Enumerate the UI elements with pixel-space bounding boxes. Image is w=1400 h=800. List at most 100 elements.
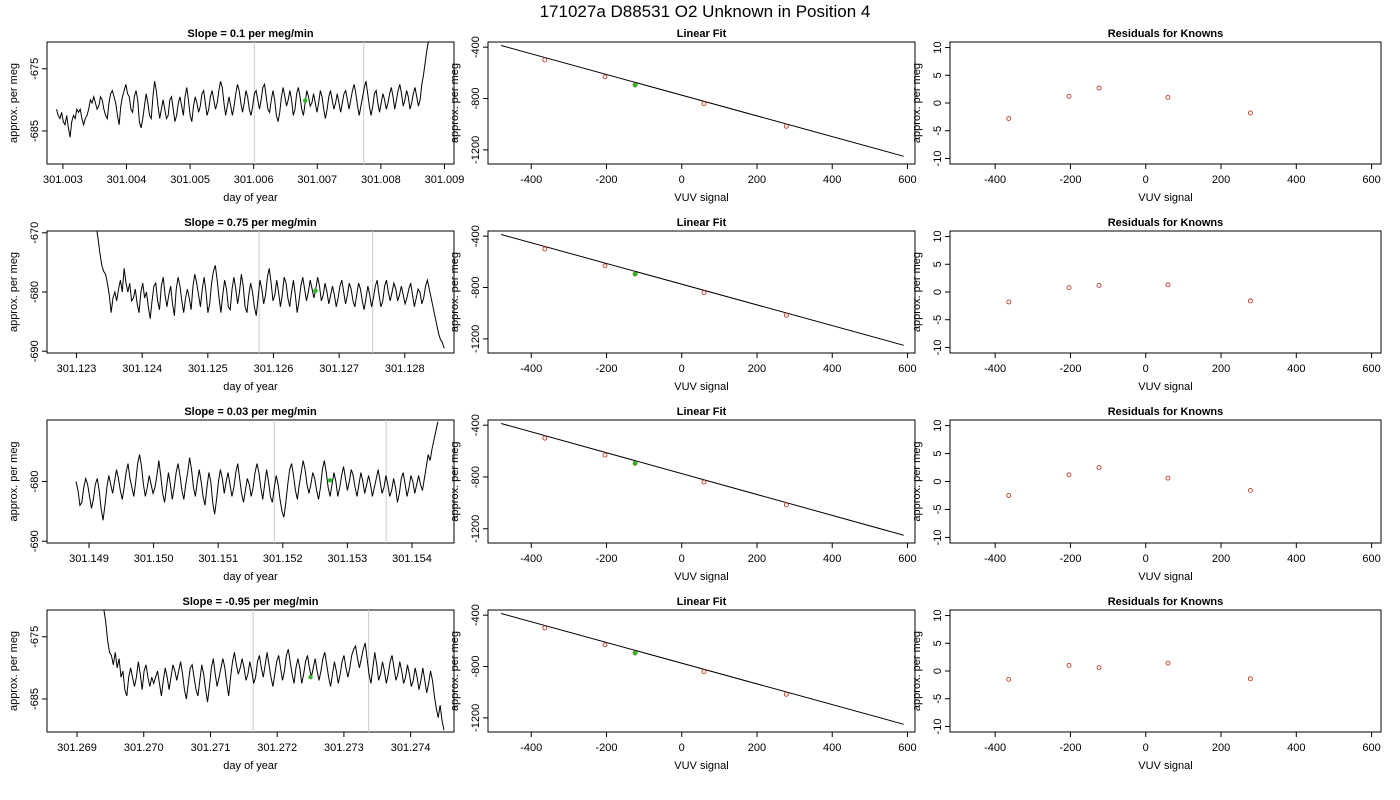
y-tick-label: 5: [932, 450, 944, 456]
x-tick-label: 600: [1362, 553, 1380, 565]
y-axis-label: approx. per meg: [911, 631, 923, 711]
x-tick-label: 200: [1212, 363, 1230, 375]
y-tick-label: 5: [932, 261, 944, 267]
timeseries-panel: Slope = 0.1 per meg/min 301.003 301.004 301…: [8, 28, 464, 204]
x-tick-label: -400: [520, 174, 542, 186]
panel-title: Slope = -0.95 per meg/min: [182, 596, 318, 608]
known-point: [542, 246, 548, 252]
x-tick-label: 200: [748, 363, 766, 375]
x-tick-label: 0: [679, 174, 685, 186]
linear-fit-panel: Linear Fit -400 -200 0 200 400 600 VUV signal -1…: [449, 28, 917, 204]
x-tick-label: 400: [1287, 553, 1305, 565]
x-tick-label: 200: [748, 174, 766, 186]
x-tick-label: 301.273: [324, 742, 364, 754]
residual-point: [1066, 472, 1072, 478]
fit-line: [501, 612, 904, 725]
y-tick-label: -800: [470, 466, 482, 488]
plot-frame: [46, 41, 455, 165]
residuals-panel: Residuals for Knowns -400 -200 0 200 400 600 VU…: [911, 596, 1382, 772]
known-point: [701, 669, 707, 675]
y-tick-label: 10: [932, 609, 944, 621]
x-tick-label: 0: [1143, 742, 1149, 754]
x-axis-label: day of year: [223, 760, 278, 772]
y-tick-label: 0: [932, 668, 944, 674]
known-point: [701, 101, 707, 107]
x-tick-label: -200: [595, 363, 617, 375]
residuals-panel: Residuals for Knowns -400 -200 0 200 400 600 VU…: [911, 406, 1382, 583]
y-tick-label: -680: [29, 470, 41, 492]
x-axis-label: day of year: [223, 571, 278, 583]
plot-frame: [487, 609, 916, 733]
known-point: [542, 57, 548, 63]
y-axis-label: approx. per meg: [449, 441, 461, 521]
y-tick-label: -685: [29, 688, 41, 710]
y-axis-label: approx. per meg: [449, 63, 461, 143]
plot-frame: [949, 609, 1382, 733]
known-point: [602, 74, 608, 80]
residual-point: [1165, 475, 1171, 481]
x-tick-label: 301.150: [134, 553, 174, 565]
y-tick-label: -1200: [470, 515, 482, 543]
y-tick-label: -400: [470, 225, 482, 247]
unknown-marker: [302, 98, 308, 103]
unknown-point: [632, 461, 638, 466]
y-tick-label: -685: [29, 120, 41, 142]
known-point: [602, 263, 608, 269]
x-tick-label: 301.272: [257, 742, 297, 754]
y-tick-label: -675: [29, 626, 41, 648]
y-tick-label: -10: [932, 151, 944, 167]
y-tick-label: -1200: [470, 704, 482, 732]
residual-point: [1006, 676, 1012, 682]
x-tick-label: 0: [1143, 174, 1149, 186]
panel-title: Linear Fit: [677, 217, 727, 229]
plot-frame: [487, 41, 916, 165]
plot-frame: [949, 41, 1382, 165]
panel-title: Linear Fit: [677, 406, 727, 418]
y-tick-label: 0: [932, 289, 944, 295]
residual-point: [1247, 110, 1253, 116]
known-point: [783, 502, 789, 508]
x-tick-label: 400: [1287, 174, 1305, 186]
residual-point: [1165, 282, 1171, 288]
panel-title: Linear Fit: [677, 28, 727, 40]
x-tick-label: 600: [1362, 742, 1380, 754]
x-tick-label: 301.124: [122, 363, 162, 375]
unknown-marker: [327, 478, 333, 483]
x-tick-label: 301.008: [361, 174, 401, 186]
y-axis-label: approx. per meg: [449, 631, 461, 711]
x-tick-label: -400: [984, 553, 1006, 565]
timeseries-panel: Slope = -0.95 per meg/min 301.269 301.270 3…: [8, 596, 455, 772]
x-tick-label: -400: [984, 174, 1006, 186]
x-tick-label: 301.003: [43, 174, 83, 186]
plot-frame: [949, 230, 1382, 354]
x-tick-label: 0: [1143, 553, 1149, 565]
unknown-marker: [308, 675, 313, 680]
known-point: [542, 625, 548, 631]
x-tick-label: 600: [898, 742, 916, 754]
x-tick-label: 200: [748, 553, 766, 565]
residual-point: [1096, 465, 1102, 470]
x-tick-label: -200: [595, 553, 617, 565]
x-axis-label: day of year: [223, 192, 278, 204]
plot-frame: [487, 419, 916, 544]
y-tick-label: -5: [932, 315, 944, 325]
linear-fit-panel: Linear Fit -400 -200 0 200 400 600 VUV signal -1…: [449, 596, 917, 772]
x-axis-label: VUV signal: [674, 381, 728, 393]
residual-point: [1165, 95, 1171, 100]
x-tick-label: -200: [1059, 553, 1081, 565]
x-tick-label: 600: [1362, 174, 1380, 186]
panel-title: Slope = 0.1 per meg/min: [187, 28, 314, 40]
x-tick-label: 0: [679, 742, 685, 754]
residuals-panel: Residuals for Knowns -400 -200 0 200 400 600 VU…: [911, 28, 1382, 204]
x-tick-label: 200: [1212, 553, 1230, 565]
x-tick-label: 400: [823, 742, 841, 754]
y-tick-label: -670: [29, 222, 41, 244]
y-tick-label: -1200: [470, 325, 482, 353]
y-tick-label: -5: [932, 694, 944, 704]
residual-point: [1247, 487, 1253, 493]
y-tick-label: -400: [470, 604, 482, 626]
plot-frame: [46, 609, 455, 733]
linear-fit-panel: Linear Fit -400 -200 0 200 400 600 VUV signal -1…: [449, 406, 917, 583]
x-tick-label: 200: [1212, 174, 1230, 186]
y-axis-label: approx. per meg: [911, 441, 923, 521]
